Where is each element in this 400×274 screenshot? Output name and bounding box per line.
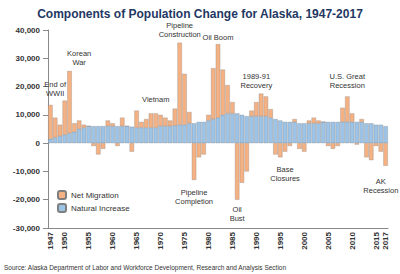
svg-text:2000: 2000 — [300, 231, 309, 249]
svg-text:Natural Increase: Natural Increase — [71, 204, 130, 213]
svg-text:Construction: Construction — [159, 30, 201, 39]
svg-text:1980: 1980 — [204, 231, 213, 249]
svg-text:2017: 2017 — [381, 231, 390, 249]
svg-text:Recession: Recession — [330, 81, 365, 90]
svg-text:Recession: Recession — [363, 186, 398, 195]
svg-text:Oil: Oil — [233, 205, 243, 214]
svg-text:30,000: 30,000 — [16, 54, 41, 63]
svg-text:Korean: Korean — [67, 49, 91, 58]
svg-text:War: War — [72, 58, 86, 67]
svg-text:2010: 2010 — [348, 231, 357, 249]
svg-text:Closures: Closures — [270, 174, 300, 183]
svg-text:Oil Boom: Oil Boom — [203, 33, 234, 42]
svg-text:1970: 1970 — [156, 231, 165, 249]
svg-text:Net Migration: Net Migration — [71, 191, 119, 200]
svg-text:-10,000: -10,000 — [13, 167, 41, 176]
svg-text:WWII: WWII — [46, 89, 64, 98]
svg-text:Completion: Completion — [175, 197, 213, 206]
svg-text:U.S. Great: U.S. Great — [330, 72, 366, 81]
svg-text:2015: 2015 — [372, 231, 381, 249]
svg-text:AK: AK — [376, 177, 386, 186]
svg-text:1975: 1975 — [180, 231, 189, 249]
svg-text:1950: 1950 — [60, 231, 69, 249]
svg-text:1965: 1965 — [132, 231, 141, 249]
svg-text:20,000: 20,000 — [16, 82, 41, 91]
svg-text:Base: Base — [276, 165, 293, 174]
svg-text:1995: 1995 — [276, 231, 285, 249]
svg-text:Pipeline: Pipeline — [166, 21, 193, 30]
svg-text:Components of Population Chang: Components of Population Change for Alas… — [37, 7, 363, 21]
svg-text:Pipeline: Pipeline — [181, 188, 208, 197]
svg-text:-30,000: -30,000 — [13, 224, 41, 233]
svg-text:Bust: Bust — [230, 214, 246, 223]
svg-text:1960: 1960 — [108, 231, 117, 249]
svg-text:1989-91: 1989-91 — [243, 72, 271, 81]
svg-text:0: 0 — [36, 139, 41, 148]
svg-text:1947: 1947 — [46, 231, 55, 249]
svg-text:End of: End of — [44, 80, 67, 89]
svg-text:Vietnam: Vietnam — [142, 95, 169, 104]
svg-text:1955: 1955 — [84, 231, 93, 249]
svg-text:Recovery: Recovery — [240, 81, 272, 90]
svg-text:40,000: 40,000 — [16, 26, 41, 35]
svg-text:-20,000: -20,000 — [13, 195, 41, 204]
svg-text:2005: 2005 — [324, 231, 333, 249]
svg-text:1985: 1985 — [228, 231, 237, 249]
svg-text:10,000: 10,000 — [16, 110, 41, 119]
svg-text:Source: Alaska Department of L: Source: Alaska Department of Labor and W… — [4, 264, 286, 272]
svg-text:1990: 1990 — [252, 231, 261, 249]
